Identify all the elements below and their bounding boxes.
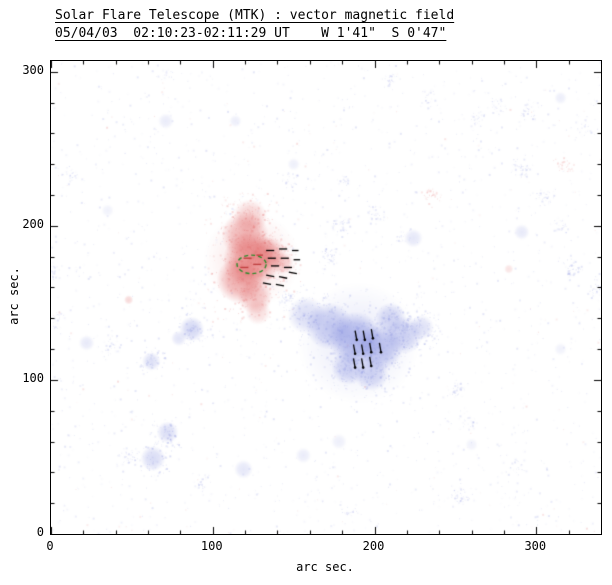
x-tick-label: 0 <box>46 539 54 553</box>
plot-subtitle: 05/04/03 02:10:23-02:11:29 UT W 1'41" S … <box>55 26 447 41</box>
y-tick-label: 200 <box>22 216 44 231</box>
x-axis-label: arc sec. <box>296 560 354 574</box>
plot-title: Solar Flare Telescope (MTK) : vector mag… <box>55 8 455 23</box>
x-tick-label: 200 <box>362 539 385 553</box>
x-tick-label: 300 <box>524 539 547 553</box>
x-tick-label: 100 <box>200 539 223 553</box>
y-axis-label: arc sec. <box>7 267 21 325</box>
y-tick-label: 100 <box>22 370 44 385</box>
y-tick-label: 0 <box>36 525 44 539</box>
plot-frame <box>50 60 602 535</box>
plot-canvas <box>51 61 601 534</box>
y-tick-label: 300 <box>22 62 44 77</box>
